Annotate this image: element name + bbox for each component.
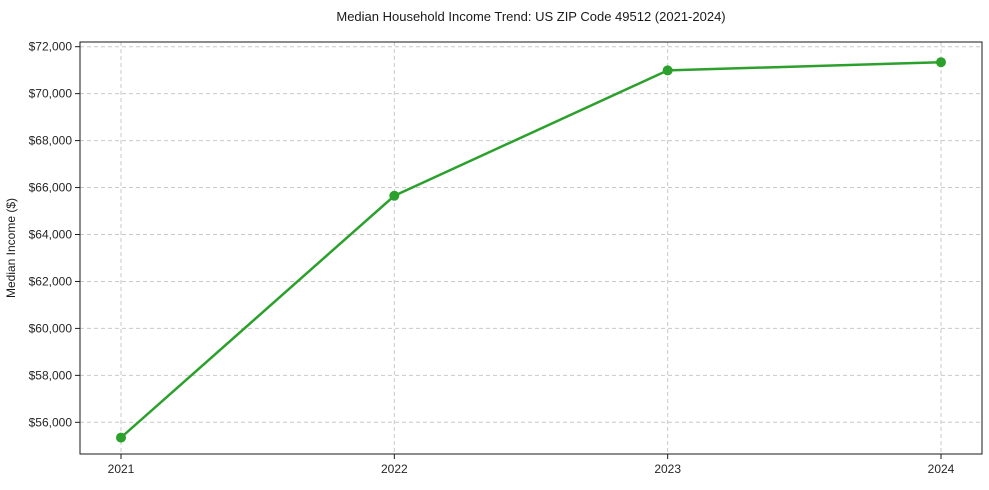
y-tick-label: $62,000 [29, 274, 73, 288]
x-tick-label: 2023 [654, 462, 681, 476]
y-tick-label: $72,000 [29, 40, 73, 54]
y-tick-label: $64,000 [29, 228, 73, 242]
chart-title: Median Household Income Trend: US ZIP Co… [336, 9, 726, 24]
y-tick-label: $60,000 [29, 321, 73, 335]
y-tick-label: $66,000 [29, 181, 73, 195]
plot-frame [79, 41, 983, 455]
y-tick-label: $70,000 [29, 87, 73, 101]
trend-line [119, 60, 943, 439]
data-point-2023 [662, 65, 673, 76]
x-tick-label: 2022 [381, 462, 408, 476]
data-point-2022 [389, 190, 400, 201]
x-tick-label: 2024 [928, 462, 955, 476]
y-tick-label: $58,000 [29, 368, 73, 382]
x-tick-label: 2021 [108, 462, 135, 476]
y-tick-label: $68,000 [29, 134, 73, 148]
y-tick-label: $56,000 [29, 415, 73, 429]
data-point-2021 [116, 432, 126, 443]
y-axis-label: Median Income ($) [4, 198, 18, 298]
data-point-2024 [936, 57, 946, 68]
